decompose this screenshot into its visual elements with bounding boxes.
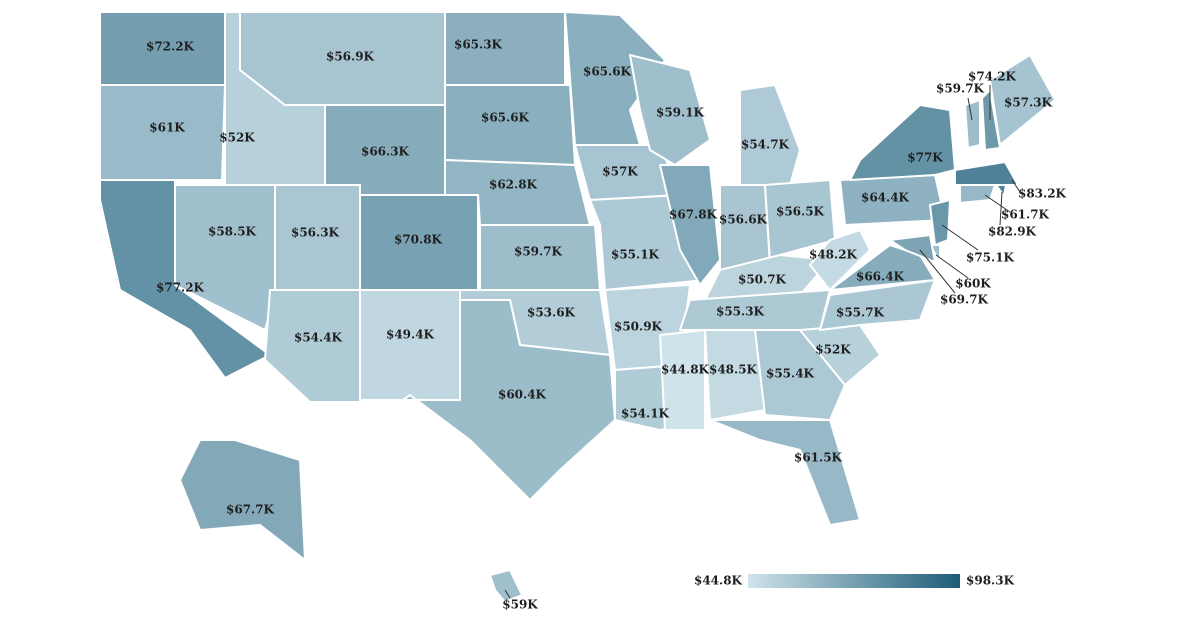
state-region — [929, 199, 951, 246]
value-label: $74.2K — [968, 70, 1017, 84]
value-label: $56.3K — [291, 226, 340, 240]
value-label: $77K — [907, 151, 943, 165]
value-label: $52K — [219, 131, 255, 145]
value-label: $48.2K — [809, 248, 858, 262]
state-region — [709, 419, 861, 526]
value-label: $61K — [149, 121, 185, 135]
state-region — [264, 289, 361, 403]
value-label: $83.2K — [1018, 187, 1067, 201]
legend-gradient — [748, 574, 960, 588]
value-label: $82.9K — [988, 225, 1037, 239]
leader-line — [919, 249, 956, 294]
leader-line — [1011, 179, 1021, 193]
value-label: $50.9K — [614, 320, 663, 334]
value-label: $54.7K — [741, 138, 790, 152]
legend-max-label: $98.3K — [966, 574, 1015, 588]
state-region — [659, 329, 706, 431]
value-label: $56.6K — [719, 213, 768, 227]
value-label: $70.8K — [394, 233, 443, 247]
labels: $72.2K $61K $77.2K $52K $56.9K $66.3K $58.5K $5… — [146, 38, 1067, 612]
value-label: $60K — [955, 277, 991, 291]
state-region — [359, 289, 461, 401]
value-label: $50.7K — [738, 273, 787, 287]
state-region — [659, 164, 721, 286]
leader-line — [984, 194, 1011, 213]
leader-line — [967, 97, 973, 121]
regions — [99, 11, 1056, 603]
state-region — [964, 99, 981, 149]
value-label: $56.9K — [326, 50, 375, 64]
value-label: $54.1K — [621, 407, 670, 421]
value-label: $57.3K — [1004, 96, 1053, 110]
value-label: $77.2K — [156, 281, 205, 295]
state-region — [359, 299, 616, 501]
value-label: $48.5K — [709, 363, 758, 377]
state-region — [179, 439, 306, 561]
state-region — [849, 104, 956, 181]
value-label: $58.5K — [208, 225, 257, 239]
value-label: $52K — [815, 343, 851, 357]
state-region — [489, 569, 523, 603]
value-label: $61.5K — [794, 451, 843, 465]
value-label: $55.7K — [836, 306, 885, 320]
value-label: $67.8K — [669, 208, 718, 222]
value-label: $55.3K — [716, 305, 765, 319]
state-region — [809, 229, 871, 291]
value-label: $55.1K — [611, 248, 660, 262]
state-region — [754, 329, 846, 421]
leader-line — [504, 589, 511, 599]
value-label: $62.8K — [489, 178, 538, 192]
state-region — [764, 179, 836, 263]
value-label: $66.4K — [856, 270, 905, 284]
state-region — [981, 89, 1001, 151]
legend: $44.8K $98.3K — [694, 574, 1015, 588]
state-region — [99, 84, 226, 181]
value-label: $44.8K — [661, 363, 710, 377]
state-region — [954, 161, 1019, 186]
value-label: $65.6K — [583, 65, 632, 79]
state-region — [719, 184, 771, 271]
value-label: $57K — [602, 165, 638, 179]
legend-min-label: $44.8K — [694, 574, 743, 588]
value-label: $59.7K — [514, 245, 563, 259]
value-label: $53.6K — [527, 306, 576, 320]
state-region — [959, 184, 996, 204]
value-label: $59.7K — [936, 82, 985, 96]
value-label: $59.1K — [656, 106, 705, 120]
value-label: $64.4K — [861, 191, 910, 205]
leader-line — [935, 254, 969, 279]
value-label: $65.6K — [481, 111, 530, 125]
leader-line — [999, 191, 1003, 226]
leader-line — [941, 224, 979, 251]
state-region — [995, 184, 1007, 197]
value-label: $61.7K — [1001, 208, 1050, 222]
value-label: $72.2K — [146, 40, 195, 54]
value-label: $60.4K — [498, 388, 547, 402]
value-label: $75.1K — [966, 251, 1015, 265]
value-label: $55.4K — [766, 367, 815, 381]
value-label: $65.3K — [454, 38, 503, 52]
value-label: $56.5K — [776, 205, 825, 219]
value-label: $59K — [502, 598, 538, 612]
state-region — [444, 84, 576, 166]
state-region — [739, 84, 801, 186]
value-label: $54.4K — [294, 331, 343, 345]
value-label: $69.7K — [940, 293, 989, 307]
value-label: $49.4K — [386, 328, 435, 342]
value-label: $67.7K — [226, 503, 275, 517]
value-label: $66.3K — [361, 145, 410, 159]
